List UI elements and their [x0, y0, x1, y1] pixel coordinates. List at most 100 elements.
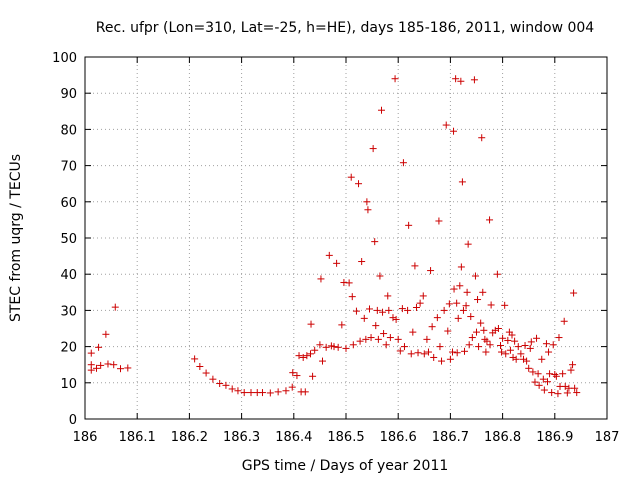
data-point — [338, 321, 346, 329]
x-tick-label: 187 — [595, 430, 620, 445]
data-point — [111, 303, 119, 311]
y-tick-label: 80 — [60, 123, 77, 138]
data-point — [552, 372, 560, 380]
data-point — [551, 370, 559, 378]
data-point — [440, 306, 448, 314]
data-point — [508, 331, 516, 339]
data-point — [399, 159, 407, 167]
data-point — [414, 349, 422, 357]
y-tick-label: 40 — [60, 268, 77, 283]
data-point — [525, 364, 533, 372]
x-tick-label: 186.5 — [327, 430, 364, 445]
y-tick-label: 30 — [60, 304, 77, 319]
data-point — [533, 334, 541, 342]
data-point — [573, 389, 581, 397]
data-point — [470, 76, 478, 84]
data-point — [365, 305, 373, 313]
data-point — [116, 365, 124, 373]
data-point — [509, 353, 517, 361]
data-point — [465, 341, 473, 349]
data-point — [247, 389, 255, 397]
data-point — [240, 389, 248, 397]
data-point — [436, 343, 444, 351]
data-point — [502, 350, 510, 358]
data-point — [506, 346, 514, 354]
data-points — [87, 75, 581, 398]
data-point — [95, 343, 103, 351]
data-point — [423, 335, 431, 343]
y-tick-label: 50 — [60, 232, 77, 247]
data-point — [427, 267, 435, 275]
data-point — [322, 343, 330, 351]
data-point — [386, 334, 394, 342]
data-point — [352, 307, 360, 315]
data-point — [561, 382, 569, 390]
data-point — [567, 366, 575, 374]
data-point — [384, 292, 392, 300]
data-point — [288, 383, 296, 391]
data-point — [216, 380, 224, 388]
data-point — [445, 300, 453, 308]
data-point — [367, 334, 375, 342]
data-point — [369, 145, 377, 153]
data-point — [348, 293, 356, 301]
x-tick-label: 186.7 — [432, 430, 469, 445]
data-point — [404, 306, 412, 314]
data-point — [535, 381, 543, 389]
data-point — [450, 285, 458, 293]
data-point — [416, 299, 424, 307]
plot-frame — [84, 56, 608, 420]
data-point — [498, 348, 506, 356]
data-point — [464, 240, 472, 248]
data-point — [391, 75, 399, 83]
data-point — [546, 370, 554, 378]
chart-title: Rec. ufpr (Lon=310, Lat=-25, h=HE), days… — [96, 20, 595, 36]
data-point — [555, 334, 563, 342]
data-point — [569, 361, 577, 369]
data-point — [102, 330, 110, 338]
x-tick-label: 186.2 — [171, 430, 208, 445]
data-point — [501, 301, 509, 309]
x-tick-label: 186.3 — [223, 430, 260, 445]
data-point — [471, 272, 479, 280]
data-point — [87, 349, 95, 357]
data-point — [97, 361, 105, 369]
data-point — [480, 326, 488, 334]
data-point — [491, 326, 499, 334]
data-point — [475, 343, 483, 351]
data-point — [460, 347, 468, 355]
data-point — [527, 338, 535, 346]
data-point — [477, 319, 485, 327]
data-point — [486, 341, 494, 349]
data-point — [394, 335, 402, 343]
y-tick-label: 90 — [60, 87, 77, 102]
data-point — [364, 206, 372, 214]
data-point — [511, 337, 519, 345]
data-point — [330, 343, 338, 351]
data-point — [538, 355, 546, 363]
data-point — [360, 314, 368, 322]
data-point — [494, 325, 502, 332]
x-tick-label: 186.4 — [275, 430, 312, 445]
data-point — [301, 388, 309, 396]
data-point — [258, 389, 266, 397]
data-point — [362, 335, 370, 343]
data-point — [517, 350, 525, 358]
data-point — [405, 221, 413, 229]
data-point — [482, 348, 490, 356]
data-point — [497, 342, 505, 350]
data-point — [196, 363, 204, 371]
data-point — [457, 77, 465, 85]
data-point — [299, 353, 307, 361]
data-point — [376, 272, 384, 280]
data-point — [514, 343, 522, 351]
data-point — [222, 381, 230, 389]
data-point — [372, 322, 380, 330]
x-tick-label: 186.9 — [536, 430, 573, 445]
data-point — [531, 378, 539, 386]
x-tick-label: 186 — [73, 430, 98, 445]
data-point — [289, 369, 297, 377]
data-point — [398, 305, 406, 313]
data-point — [543, 378, 551, 386]
